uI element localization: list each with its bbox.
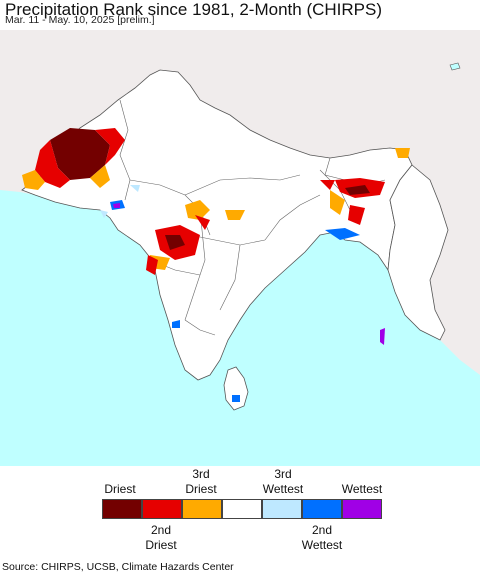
legend-label-driest: Driest xyxy=(104,482,136,496)
legend-label-3rd-wettest: 3rd Wettest xyxy=(262,467,304,496)
legend-swatch xyxy=(342,499,382,519)
legend-label-wettest: Wettest xyxy=(341,482,383,496)
precipitation-map xyxy=(0,30,480,466)
map-panel xyxy=(0,30,480,466)
legend-label-2nd-wettest: 2nd Wettest xyxy=(301,523,343,552)
legend-swatch xyxy=(222,499,262,519)
map-title: Precipitation Rank since 1981, 2-Month (… xyxy=(5,0,382,19)
legend-swatch xyxy=(302,499,342,519)
legend-swatch xyxy=(142,499,182,519)
legend-swatch xyxy=(262,499,302,519)
myanmar-land xyxy=(387,164,449,341)
legend-label-3rd-driest: 3rd Driest xyxy=(185,467,217,496)
legend: Driest 3rd Driest 3rd Wettest Wettest 2n… xyxy=(0,466,480,561)
map-subtitle: Mar. 11 - May. 10, 2025 [prelim.] xyxy=(5,14,155,26)
legend-swatch xyxy=(182,499,222,519)
lake xyxy=(449,62,461,71)
rank-patches xyxy=(22,128,410,402)
legend-label-2nd-driest: 2nd Driest xyxy=(145,523,177,552)
source-credit: Source: CHIRPS, UCSB, Climate Hazards Ce… xyxy=(2,561,234,573)
ocean xyxy=(0,190,480,466)
sri-lanka xyxy=(223,366,249,411)
legend-swatch xyxy=(102,499,142,519)
